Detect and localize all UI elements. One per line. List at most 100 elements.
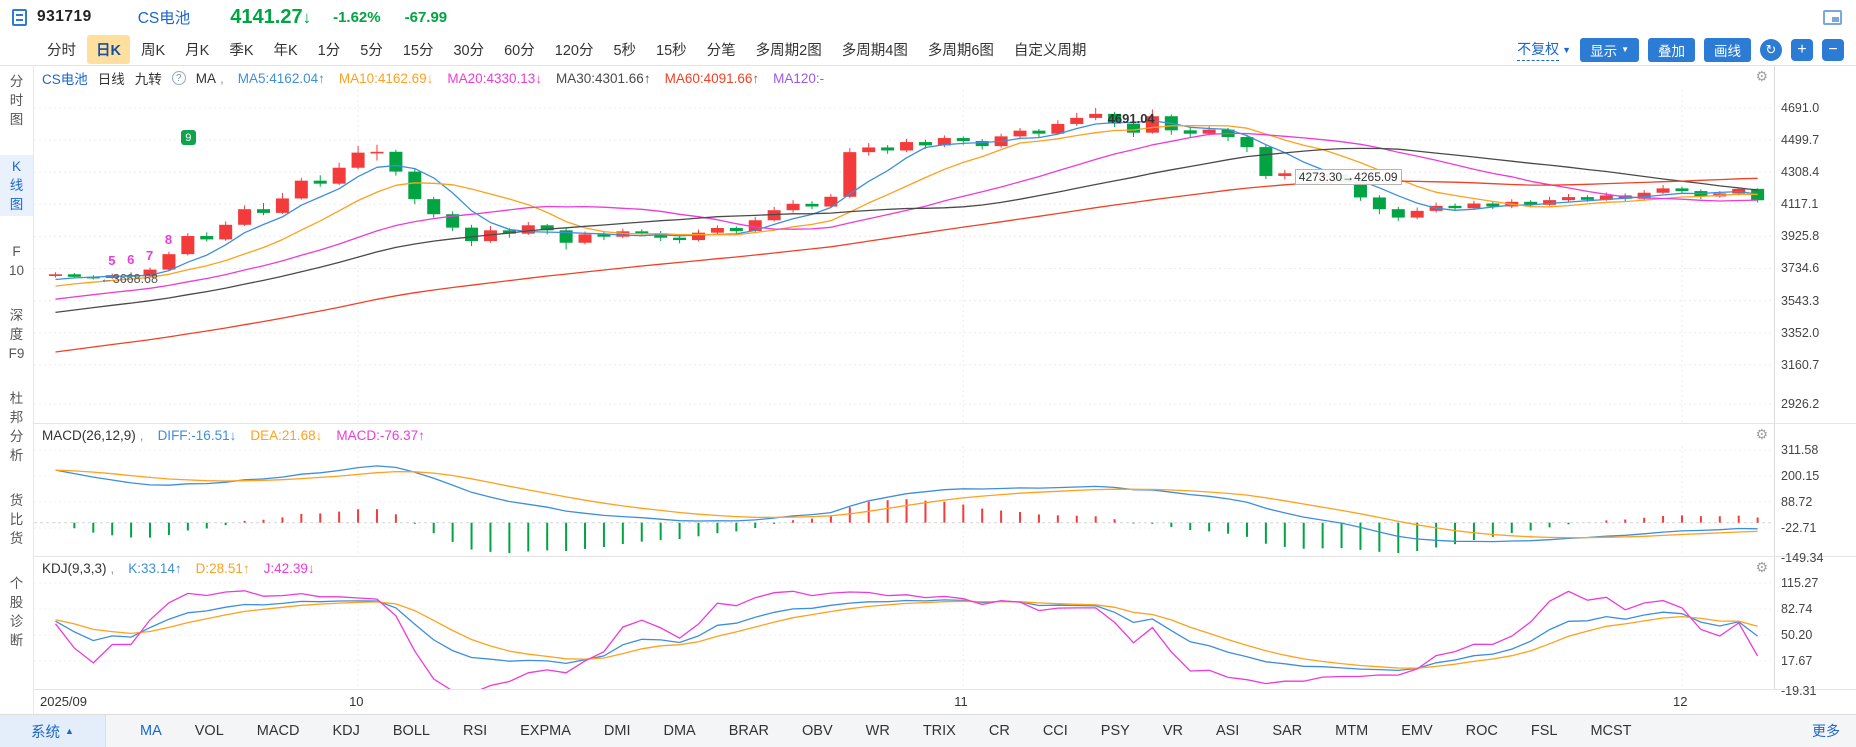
kdj-canvas (34, 579, 1774, 689)
indicator-tab-mtm[interactable]: MTM (1335, 723, 1369, 739)
period-tab-11[interactable]: 120分 (554, 43, 594, 59)
quote-page-icon[interactable] (12, 8, 27, 26)
kdj-value-0: K:33.14↑ (128, 560, 182, 576)
indicator-tab-obv[interactable]: OBV (802, 723, 833, 739)
indicator-tab-kdj[interactable]: KDJ (332, 723, 360, 739)
period-tab-15[interactable]: 多周期2图 (755, 43, 822, 59)
period-tab-18[interactable]: 自定义周期 (1013, 43, 1087, 59)
period-tab-10[interactable]: 60分 (504, 43, 535, 59)
indicator-tab-boll[interactable]: BOLL (392, 723, 430, 739)
period-tab-2[interactable]: 周K (140, 43, 166, 59)
macd-header: MACD(26,12,9) , DIFF:-16.51↓ DEA:21.68↓ MA… (34, 424, 1856, 446)
main-chart-plot[interactable]: ←3668.68 4691.04 4273.30→4265.09 5 6 7 8 9 (34, 90, 1774, 423)
low-price-label: ←3668.68 (100, 271, 158, 286)
y-axis-label: 200.15 (1781, 468, 1820, 483)
ma-value-0: MA5:4162.04↑ (237, 70, 325, 86)
drawline-button[interactable]: 画线 (1704, 37, 1751, 62)
indicator-tab-roc[interactable]: ROC (1465, 723, 1498, 739)
refresh-icon[interactable]: ↻ (1760, 38, 1782, 61)
kdj-plot[interactable] (34, 579, 1774, 689)
indicator-tab-fsl[interactable]: FSL (1530, 723, 1558, 739)
indicator-tab-mcst[interactable]: MCST (1590, 723, 1632, 739)
adjust-mode-dropdown[interactable]: 不复权 ▼ (1517, 39, 1571, 61)
period-tab-13[interactable]: 15秒 (656, 43, 687, 59)
stock-name[interactable]: CS电池 (137, 10, 191, 27)
period-tab-8[interactable]: 15分 (402, 43, 434, 59)
period-tab-7[interactable]: 5分 (360, 43, 383, 59)
indicator-tab-cci[interactable]: CCI (1042, 723, 1068, 739)
nine-turn-number: 6 (127, 252, 135, 268)
stock-price: 4141.27↓ (230, 5, 312, 28)
period-tab-6[interactable]: 1分 (317, 43, 341, 59)
zoom-out-button[interactable]: − (1822, 38, 1844, 61)
indicator-tab-trix[interactable]: TRIX (922, 723, 956, 739)
y-axis-label: 3543.3 (1781, 293, 1820, 308)
macd-plot[interactable] (34, 446, 1774, 556)
macd-settings-gear-icon[interactable]: ⚙ (1755, 426, 1768, 442)
sidebar-item-line: 诊 (9, 614, 24, 629)
indicator-tab-vr[interactable]: VR (1162, 723, 1183, 739)
main-y-axis: 4691.0 4499.7 4308.4 4117.1 3925.8 3734.6 3543… (1774, 66, 1856, 423)
indicator-tab-sar[interactable]: SAR (1272, 723, 1303, 739)
display-button[interactable]: 显示 ▼ (1580, 37, 1639, 62)
sidebar-item-line: 分 (9, 429, 24, 444)
period-tab-17[interactable]: 多周期6图 (927, 43, 994, 59)
indicator-tab-psy[interactable]: PSY (1100, 723, 1130, 739)
nine-turn-label[interactable]: 九转 (134, 72, 162, 87)
dea-line (55, 469, 1758, 539)
period-tab-4[interactable]: 季K (229, 43, 254, 59)
period-tab-16[interactable]: 多周期4图 (841, 43, 908, 59)
kdj-title[interactable]: KDJ(9,3,3) (42, 560, 107, 576)
indicator-tab-brar[interactable]: BRAR (728, 723, 770, 739)
sidebar-item-3[interactable]: 深度 F9 (0, 306, 33, 363)
indicator-tab-vol[interactable]: VOL (194, 723, 224, 739)
overlay-button[interactable]: 叠加 (1648, 37, 1695, 62)
period-tab-5[interactable]: 年K (273, 43, 298, 59)
bottom-indicator-bar: 系统 ▲ MA VOL MACD KDJ BOLL RSI EXPMA DMI DMA BRAR O… (0, 714, 1856, 747)
indicator-tab-asi[interactable]: ASI (1215, 723, 1240, 739)
y-axis-label: 50.20 (1781, 627, 1813, 642)
macd-title[interactable]: MACD(26,12,9) (42, 427, 136, 443)
sidebar-item-5[interactable]: 货比货 (0, 491, 33, 548)
indicator-tab-rsi[interactable]: RSI (462, 723, 488, 739)
sidebar-item-6[interactable]: 个股诊断 (0, 574, 33, 650)
separator: , (220, 70, 224, 86)
topbar: 931719 CS电池 4141.27↓ -1.62% -67.99 (0, 0, 1856, 34)
sidebar-item-line: 杜 (9, 391, 24, 406)
indicator-tab-macd[interactable]: MACD (256, 723, 300, 739)
chevron-down-icon: ▼ (1621, 45, 1629, 54)
zoom-in-button[interactable]: + (1791, 38, 1813, 61)
indicator-tab-dmi[interactable]: DMI (603, 723, 631, 739)
period-tab-3[interactable]: 月K (185, 43, 210, 59)
sidebar-item-line: 比 (9, 512, 24, 527)
period-tab-0[interactable]: 分时 (47, 43, 76, 59)
multi-window-icon[interactable] (1823, 9, 1842, 25)
sidebar-item-4[interactable]: 杜邦分析 (0, 389, 33, 465)
chart-symbol[interactable]: CS电池 (42, 72, 88, 87)
help-icon[interactable]: ? (171, 71, 186, 85)
period-tab-9[interactable]: 30分 (453, 43, 485, 59)
indicator-tab-dma[interactable]: DMA (663, 723, 696, 739)
left-sidebar: 分时图 K 线图 F 10 深度 F9 杜邦分析货比货个股诊断 (0, 66, 34, 714)
indicator-tab-cr[interactable]: CR (988, 723, 1010, 739)
sidebar-item-2[interactable]: F 10 (0, 242, 33, 280)
indicator-tab-wr[interactable]: WR (865, 723, 890, 739)
kdj-settings-gear-icon[interactable]: ⚙ (1755, 559, 1768, 575)
indicator-tab-ma[interactable]: MA (140, 723, 162, 739)
ma-value-1: MA10:4162.69↓ (338, 70, 434, 86)
period-tab-1[interactable]: 日K (87, 35, 130, 64)
period-tab-14[interactable]: 分笔 (706, 43, 736, 59)
stock-change-percent: -1.62% (333, 8, 381, 26)
sidebar-item-line: 个 (9, 576, 24, 591)
more-link[interactable]: 更多 (1812, 723, 1840, 739)
main-settings-gear-icon[interactable]: ⚙ (1755, 68, 1768, 84)
d-line (55, 600, 1758, 669)
indicator-tab-emv[interactable]: EMV (1401, 723, 1433, 739)
indicator-tab-expma[interactable]: EXPMA (520, 723, 571, 739)
ma-group-label[interactable]: MA (195, 70, 217, 86)
sidebar-item-0[interactable]: 分时图 (0, 72, 33, 129)
period-tab-12[interactable]: 5秒 (613, 43, 637, 59)
system-menu[interactable]: 系统 ▲ (0, 715, 106, 747)
sidebar-item-line: 10 (8, 263, 25, 278)
